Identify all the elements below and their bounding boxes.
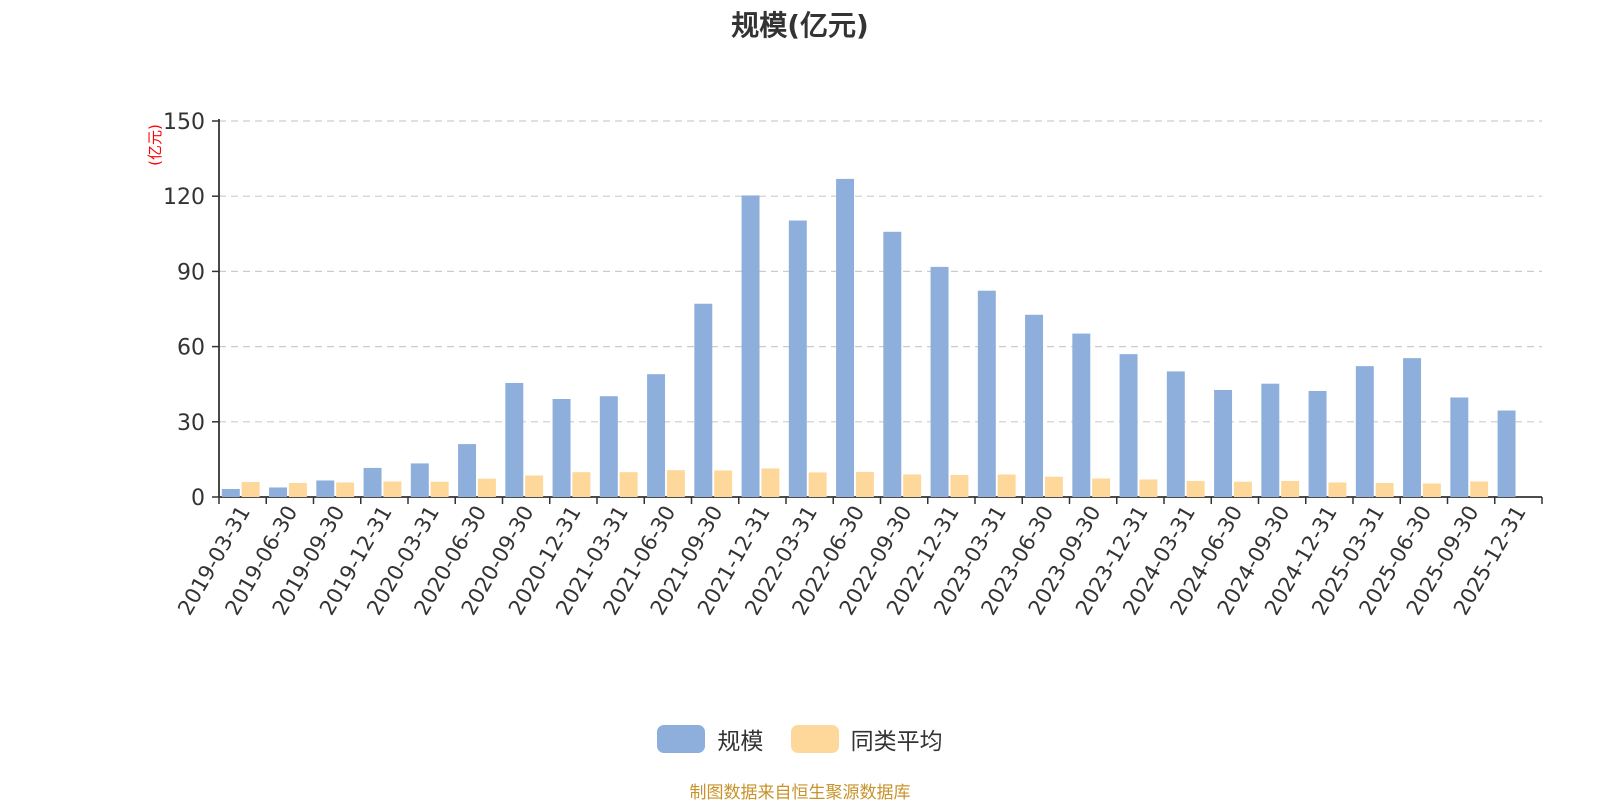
bar-peer-average[interactable] xyxy=(1422,483,1441,497)
bar-scale[interactable] xyxy=(647,374,666,497)
bar-peer-average[interactable] xyxy=(1139,479,1158,497)
bar-peer-average[interactable] xyxy=(336,482,355,497)
bar-peer-average[interactable] xyxy=(997,474,1016,497)
y-tick-label: 30 xyxy=(177,411,205,436)
y-axis-unit-label: (亿元) xyxy=(146,124,164,166)
bar-scale[interactable] xyxy=(883,231,902,497)
legend-item-scale[interactable]: 规模 xyxy=(657,722,763,756)
bar-scale[interactable] xyxy=(1450,397,1469,497)
bar-scale[interactable] xyxy=(977,290,996,497)
bar-scale[interactable] xyxy=(221,488,240,497)
legend: 规模 同类平均 xyxy=(0,722,1600,759)
bar-scale[interactable] xyxy=(458,444,477,497)
axes xyxy=(212,119,1543,504)
bar-scale[interactable] xyxy=(1355,366,1374,497)
bar-peer-average[interactable] xyxy=(1328,482,1347,497)
bars xyxy=(221,178,1516,498)
bar-peer-average[interactable] xyxy=(525,475,544,497)
legend-label-scale: 规模 xyxy=(717,729,764,755)
bar-peer-average[interactable] xyxy=(1044,476,1063,497)
y-tick-label: 60 xyxy=(177,336,205,361)
bar-scale[interactable] xyxy=(269,487,288,497)
bar-peer-average[interactable] xyxy=(1375,482,1394,497)
bar-peer-average[interactable] xyxy=(383,481,402,497)
legend-swatch-scale xyxy=(657,725,706,753)
bar-scale[interactable] xyxy=(1166,371,1185,497)
bar-peer-average[interactable] xyxy=(855,471,874,497)
legend-label-peer-average: 同类平均 xyxy=(850,729,943,755)
bar-scale[interactable] xyxy=(788,220,807,498)
bar-scale[interactable] xyxy=(741,195,760,497)
data-source-note: 制图数据来自恒生聚源数据库 xyxy=(689,783,911,803)
y-tick-label: 0 xyxy=(191,486,205,511)
bar-peer-average[interactable] xyxy=(477,478,496,497)
bar-scale[interactable] xyxy=(1261,383,1280,497)
bar-peer-average[interactable] xyxy=(288,482,307,497)
bar-scale[interactable] xyxy=(1025,314,1044,497)
bar-scale[interactable] xyxy=(410,463,429,497)
bar-scale[interactable] xyxy=(1497,410,1516,497)
bar-scale[interactable] xyxy=(694,303,713,497)
bar-peer-average[interactable] xyxy=(666,470,685,497)
bar-scale[interactable] xyxy=(1214,389,1233,497)
bar-peer-average[interactable] xyxy=(808,472,827,497)
gridlines xyxy=(219,120,1542,423)
legend-swatch-peer-average xyxy=(790,725,839,753)
legend-item-peer-average[interactable]: 同类平均 xyxy=(790,722,943,756)
bar-peer-average[interactable] xyxy=(950,474,969,497)
bar-peer-average[interactable] xyxy=(1233,481,1252,497)
bar-scale[interactable] xyxy=(1119,354,1138,497)
bar-scale[interactable] xyxy=(599,396,618,497)
bar-peer-average[interactable] xyxy=(619,472,638,497)
bar-peer-average[interactable] xyxy=(903,474,922,497)
bar-peer-average[interactable] xyxy=(1470,481,1489,497)
bar-peer-average[interactable] xyxy=(714,470,733,497)
bar-scale[interactable] xyxy=(505,382,524,497)
y-tick-label: 120 xyxy=(163,185,205,210)
bar-peer-average[interactable] xyxy=(241,481,260,497)
bar-peer-average[interactable] xyxy=(572,472,591,497)
bar-scale[interactable] xyxy=(836,178,855,498)
bar-peer-average[interactable] xyxy=(761,468,780,497)
bar-peer-average[interactable] xyxy=(430,481,449,497)
bar-scale[interactable] xyxy=(930,266,949,497)
bar-scale[interactable] xyxy=(552,398,571,497)
chart-title: 规模(亿元) xyxy=(731,9,869,42)
y-tick-label: 90 xyxy=(177,260,205,285)
bar-scale[interactable] xyxy=(316,480,335,497)
bar-peer-average[interactable] xyxy=(1186,480,1205,497)
bar-scale[interactable] xyxy=(1308,390,1327,497)
bar-scale[interactable] xyxy=(1072,333,1091,497)
bar-peer-average[interactable] xyxy=(1281,480,1300,497)
bar-scale[interactable] xyxy=(1403,358,1422,497)
bar-scale[interactable] xyxy=(363,467,382,497)
y-tick-label: 150 xyxy=(163,110,205,135)
bar-peer-average[interactable] xyxy=(1092,478,1111,497)
